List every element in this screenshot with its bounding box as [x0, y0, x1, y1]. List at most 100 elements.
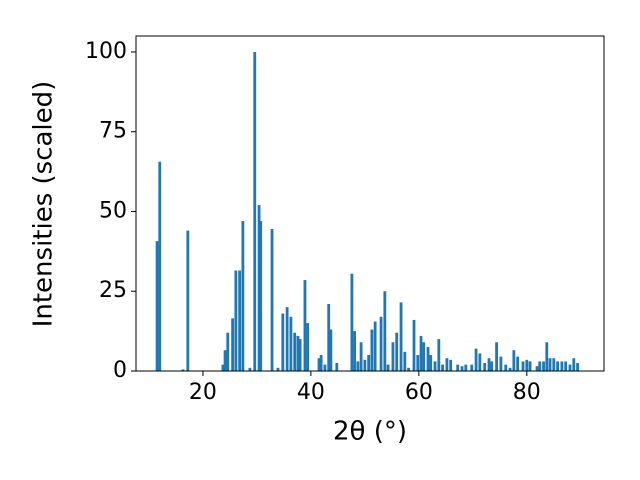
bar	[538, 361, 542, 371]
bar	[259, 221, 263, 371]
bar	[464, 364, 468, 371]
bar	[383, 291, 387, 371]
bar	[319, 355, 323, 371]
bar	[323, 364, 327, 371]
bar	[495, 342, 498, 371]
bar	[516, 356, 520, 371]
bar	[535, 366, 539, 371]
bar	[158, 161, 162, 371]
bar	[306, 323, 310, 371]
bar	[456, 364, 460, 371]
bar	[386, 364, 390, 371]
bar	[441, 364, 445, 371]
bar	[422, 342, 426, 371]
bar	[487, 358, 491, 371]
bar	[508, 367, 512, 371]
bar	[499, 356, 503, 371]
bar	[426, 347, 430, 371]
bar	[226, 332, 230, 371]
bar	[155, 241, 159, 371]
bar	[548, 358, 552, 371]
bar	[223, 350, 227, 371]
y-tick-label: 25	[99, 278, 127, 303]
bar	[335, 363, 339, 371]
bar	[445, 358, 449, 371]
bar	[350, 273, 354, 371]
bar	[241, 221, 245, 371]
bar	[367, 355, 371, 371]
x-tick-label: 40	[297, 380, 325, 405]
bar	[276, 367, 280, 371]
bar	[248, 367, 252, 371]
bar	[504, 364, 508, 371]
y-tick-label: 75	[99, 119, 127, 144]
bar	[303, 280, 307, 371]
x-axis-label: 2θ (°)	[333, 417, 407, 447]
y-axis-label: Intensities (scaled)	[29, 81, 59, 328]
bar	[490, 361, 494, 371]
bar	[568, 364, 572, 371]
bar	[478, 353, 482, 371]
bar	[552, 358, 556, 371]
bar	[474, 348, 478, 371]
bar	[293, 332, 297, 371]
bar	[181, 369, 185, 371]
bar	[512, 350, 516, 371]
bar	[356, 361, 360, 371]
bar	[353, 331, 357, 371]
bar	[564, 361, 568, 371]
bar	[528, 361, 532, 371]
bar	[253, 51, 257, 371]
bar	[460, 366, 464, 371]
bar	[285, 307, 289, 371]
bar	[281, 313, 285, 371]
bar	[576, 363, 579, 371]
bar	[412, 319, 416, 371]
bar	[429, 355, 433, 371]
bar	[542, 361, 545, 371]
bar	[419, 335, 423, 371]
y-tick-label: 50	[99, 198, 127, 223]
y-tick-label: 100	[85, 39, 127, 64]
y-tick-label: 0	[113, 358, 127, 383]
bar	[395, 332, 399, 371]
x-tick-label: 80	[513, 380, 541, 405]
bar	[403, 351, 407, 371]
x-tick-label: 60	[405, 380, 433, 405]
bar	[521, 361, 525, 371]
bar	[289, 316, 293, 371]
bar	[399, 302, 403, 371]
bar	[560, 361, 564, 371]
bar	[373, 321, 377, 371]
bar	[416, 355, 420, 371]
bar	[186, 230, 190, 371]
bar	[433, 361, 437, 371]
bar	[379, 316, 383, 371]
bar	[257, 205, 261, 371]
bar	[449, 359, 453, 371]
bar	[572, 358, 576, 371]
bar	[231, 318, 235, 371]
bar	[221, 364, 225, 371]
plot-frame	[135, 35, 605, 372]
bar	[370, 329, 374, 371]
bar	[437, 339, 441, 371]
bar	[545, 342, 549, 371]
bar	[525, 359, 529, 371]
bar	[556, 361, 559, 371]
x-tick-label: 20	[189, 380, 217, 405]
bar	[238, 270, 242, 371]
bar	[407, 367, 410, 371]
bar	[234, 270, 238, 371]
bar	[270, 229, 274, 371]
bar	[363, 359, 367, 371]
bar	[298, 339, 302, 371]
bar	[470, 364, 474, 371]
bar	[483, 363, 487, 371]
bar	[296, 335, 300, 371]
bar	[327, 304, 331, 371]
bar	[391, 342, 395, 371]
bar	[329, 329, 333, 371]
bar	[317, 358, 321, 371]
